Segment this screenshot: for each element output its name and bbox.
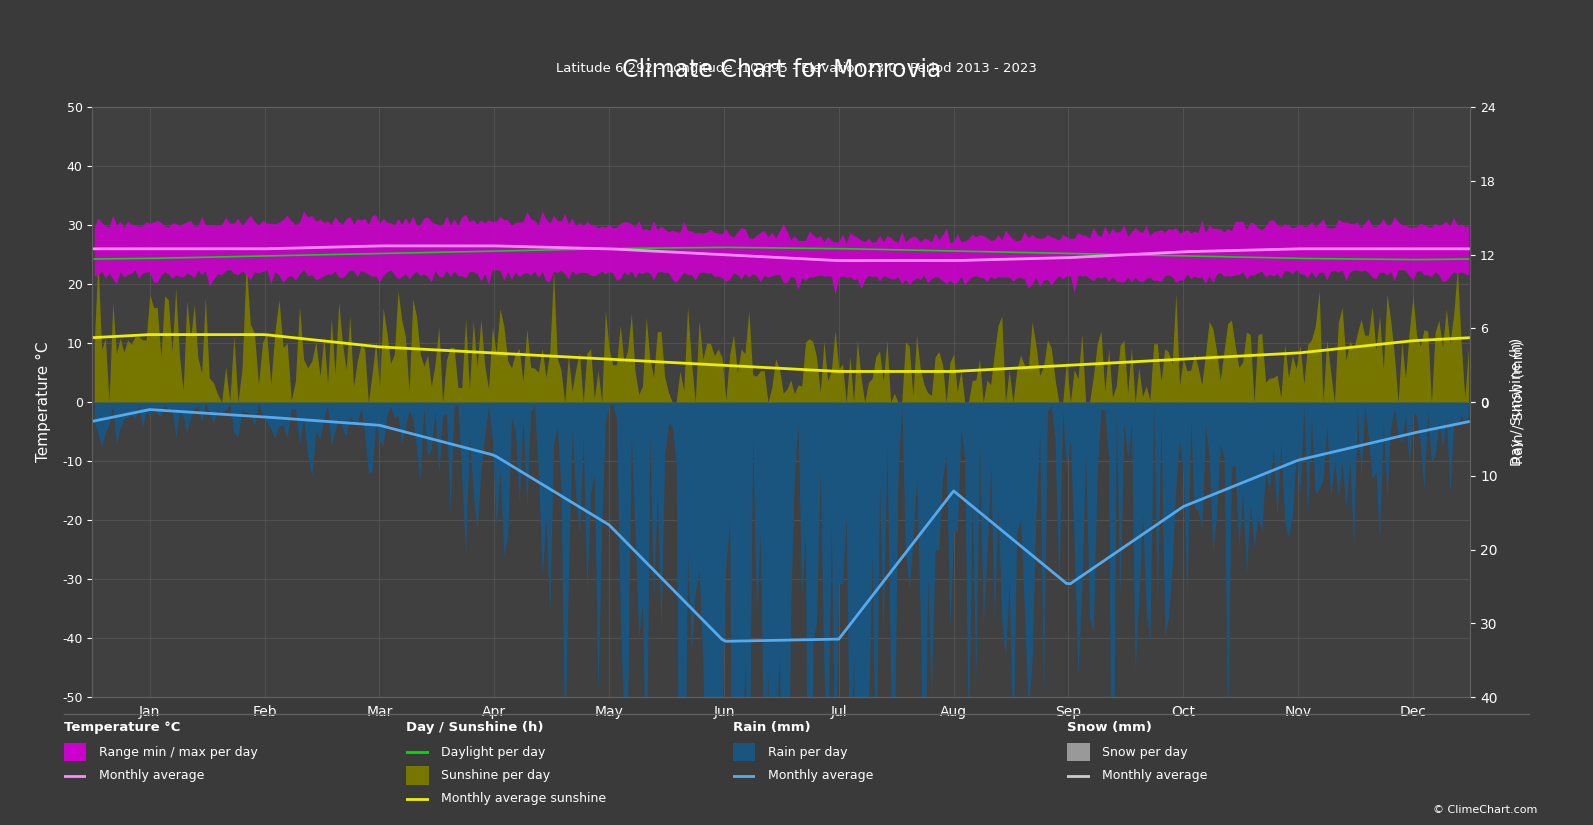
Text: Monthly average: Monthly average [768, 769, 873, 782]
Text: Monthly average: Monthly average [99, 769, 204, 782]
Text: Rain per day: Rain per day [768, 746, 847, 759]
Text: Snow (mm): Snow (mm) [1067, 721, 1152, 734]
Y-axis label: Rain / Snow (mm): Rain / Snow (mm) [1512, 341, 1526, 464]
Text: Rain (mm): Rain (mm) [733, 721, 811, 734]
Text: Monthly average: Monthly average [1102, 769, 1207, 782]
Title: Climate Chart for Monrovia: Climate Chart for Monrovia [621, 58, 941, 82]
Text: Latitude 6.292 - Longitude -10.695 - Elevation 23.0 - Period 2013 - 2023: Latitude 6.292 - Longitude -10.695 - Ele… [556, 62, 1037, 75]
Text: Monthly average sunshine: Monthly average sunshine [441, 792, 607, 805]
Text: Temperature °C: Temperature °C [64, 721, 180, 734]
Text: Snow per day: Snow per day [1102, 746, 1188, 759]
Text: Range min / max per day: Range min / max per day [99, 746, 258, 759]
Text: Sunshine per day: Sunshine per day [441, 769, 551, 782]
Text: © ClimeChart.com: © ClimeChart.com [1432, 805, 1537, 815]
Text: Daylight per day: Daylight per day [441, 746, 546, 759]
Y-axis label: Day / Sunshine (h): Day / Sunshine (h) [1510, 338, 1525, 466]
Text: Day / Sunshine (h): Day / Sunshine (h) [406, 721, 543, 734]
Y-axis label: Temperature °C: Temperature °C [37, 342, 51, 463]
